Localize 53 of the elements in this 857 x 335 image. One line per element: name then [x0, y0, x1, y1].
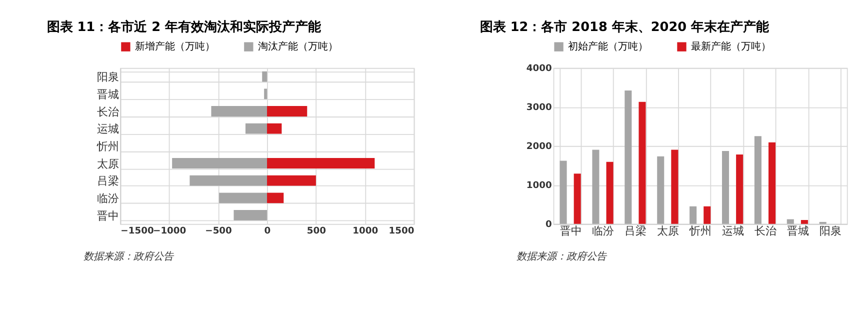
- y-tick-label: 运城: [96, 122, 119, 136]
- x-tick-label: −1500: [120, 226, 154, 237]
- x-tick-label: −500: [205, 226, 232, 237]
- bar: [690, 206, 697, 224]
- chart-title: 图表 11：各市近 2 年有效淘汰和实际投产产能: [46, 19, 322, 36]
- bar: [754, 136, 762, 224]
- bar: [560, 160, 567, 224]
- bar: [638, 102, 646, 224]
- y-tick-label: 忻州: [96, 140, 119, 154]
- bar: [800, 220, 808, 224]
- x-tick-label: 1000: [352, 226, 378, 237]
- y-tick-label: 吕梁: [96, 174, 119, 188]
- x-tick-label: 晋城: [786, 224, 809, 238]
- bar: [592, 150, 600, 224]
- bar: [704, 206, 711, 224]
- legend-label: 初始产能（万吨）: [568, 40, 648, 53]
- x-tick-label: 阳泉: [819, 224, 842, 238]
- y-tick-label: 太原: [96, 157, 119, 170]
- chart-title: 图表 12：各市 2018 年末、2020 年末在产产能: [480, 19, 770, 36]
- x-tick-label: −1000: [153, 226, 186, 237]
- y-tick-label: 晋中: [96, 209, 119, 222]
- legend-label: 淘汰产能（万吨）: [258, 40, 338, 53]
- bar: [671, 150, 678, 224]
- x-tick-label: 太原: [657, 224, 680, 238]
- x-tick-label: 长治: [754, 224, 776, 238]
- x-tick-label: 1500: [388, 226, 414, 237]
- x-tick-label: 500: [306, 226, 326, 237]
- x-tick-label: 晋中: [560, 224, 582, 238]
- y-tick-label: 长治: [96, 105, 119, 118]
- source-note: 数据来源：政府公告: [516, 250, 608, 263]
- source-note: 数据来源：政府公告: [84, 250, 174, 263]
- x-tick-label: 忻州: [688, 224, 712, 238]
- x-tick-label: 吕梁: [624, 224, 647, 238]
- legend-label: 新增产能（万吨）: [134, 40, 215, 53]
- y-tick-label: 2000: [526, 141, 552, 152]
- x-tick-label: 临汾: [592, 224, 614, 238]
- bar: [574, 174, 581, 224]
- y-tick-label: 临汾: [96, 192, 119, 206]
- y-tick-label: 晋城: [96, 88, 119, 102]
- legend-label: 最新产能（万吨）: [690, 40, 771, 53]
- bar: [768, 142, 776, 224]
- y-tick-label: 4000: [526, 63, 552, 74]
- x-tick-label: 运城: [722, 224, 744, 238]
- bar: [786, 219, 794, 224]
- bar: [722, 150, 730, 224]
- x-tick-label: 0: [264, 226, 271, 237]
- y-tick-label: 3000: [526, 102, 552, 114]
- bar: [624, 90, 632, 224]
- bar: [657, 156, 664, 224]
- bar: [606, 162, 614, 224]
- y-tick-label: 1000: [526, 180, 552, 192]
- bar: [736, 154, 744, 224]
- y-tick-label: 阳泉: [96, 70, 119, 84]
